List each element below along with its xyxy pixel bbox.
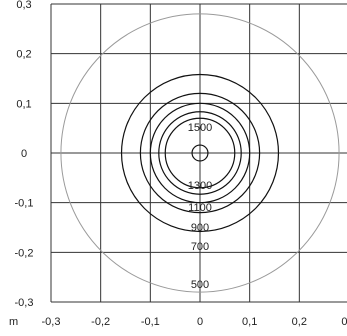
axis-labels: -0,3 -0,2 -0,1 0 0,1 0,2 0,3 0,3 0,2 0,1 0 -0,1 -0,2… xyxy=(15,0,347,328)
contour-label-500: 500 xyxy=(191,279,209,291)
x-tick-label: 0 xyxy=(197,316,203,328)
contour-circle-1500 xyxy=(191,144,209,162)
contour-label-1100: 1100 xyxy=(188,202,212,214)
contour-circle-700 xyxy=(139,92,261,214)
contour-label-700: 700 xyxy=(191,241,209,253)
contour-label-900: 900 xyxy=(191,222,209,234)
x-tick-label: 0,2 xyxy=(292,316,307,328)
x-tick-label: -0,3 xyxy=(42,316,61,328)
y-tick-label: -0,1 xyxy=(15,198,34,210)
contour-circles xyxy=(60,13,340,293)
y-tick-label: -0,2 xyxy=(15,247,34,259)
x-tick-label: -0,2 xyxy=(91,316,110,328)
y-tick-label: 0,2 xyxy=(16,49,31,61)
grid-lines xyxy=(50,3,347,303)
contour-circle-500 xyxy=(120,73,280,233)
contour-label-1300: 1300 xyxy=(188,180,212,192)
x-tick-label: 0,1 xyxy=(242,316,257,328)
contour-circle-1100 xyxy=(158,111,242,195)
x-unit-label: m xyxy=(9,316,18,328)
y-tick-label: 0 xyxy=(21,148,27,160)
contour-circle-900 xyxy=(149,102,251,204)
contour-label-1500: 1500 xyxy=(188,122,212,134)
y-tick-label: 0,3 xyxy=(16,0,31,11)
y-tick-label: -0,3 xyxy=(15,297,34,309)
y-tick-label: 0,1 xyxy=(16,98,31,110)
contour-labels: 1500 1300 1100 900 700 500 xyxy=(188,122,212,291)
outer-circle xyxy=(60,13,340,293)
x-tick-label: -0,1 xyxy=(141,316,160,328)
contour-circle-1300 xyxy=(164,117,236,189)
x-tick-label: 0,3 xyxy=(341,316,347,328)
